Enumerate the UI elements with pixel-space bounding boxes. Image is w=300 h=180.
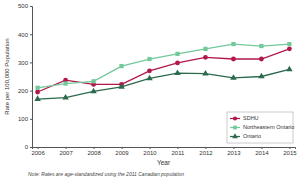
x-tick-mark [66,147,67,149]
y-tick: 200 [18,88,32,94]
point [287,42,291,46]
point [175,52,179,56]
x-tick: 2010 [143,147,157,156]
legend-marker [233,116,237,120]
chart: 0 100 200 300 400 500 2006 2007 2008 2009 2010 2011… [0,0,300,180]
point [231,57,236,62]
series-line [38,44,290,88]
x-tick: 2006 [31,147,45,156]
x-tick: 2014 [255,147,269,156]
y-tick-mark [30,147,32,148]
legend-label: SDHU [243,115,259,121]
x-axis: 2006 2007 2008 2009 2010 2011 2012 2013 2014 2015 [31,147,297,156]
x-tick: 2015 [283,147,297,156]
x-tick: 2013 [227,147,241,156]
x-tick: 2008 [87,147,101,156]
point [147,68,152,73]
x-tick: 2011 [172,147,186,156]
point [63,81,67,85]
x-tick-mark [122,147,123,149]
series-line [38,69,290,99]
y-tick-label: 500 [18,3,29,9]
point [90,88,96,94]
point [34,95,40,101]
legend-label: Northeastern Ontario [243,124,294,130]
point [259,57,264,62]
point [231,42,235,46]
point [147,57,151,61]
x-tick: 2007 [59,147,73,156]
x-tick-label: 2012 [199,150,213,156]
y-tick: 400 [18,32,32,38]
y-tick-label: 100 [18,116,29,122]
y-tick: 500 [18,3,32,9]
point [146,75,152,81]
point [118,83,124,89]
x-tick-mark [233,147,234,149]
point [119,64,123,68]
x-tick-mark [38,147,39,149]
y-tick-mark [30,34,32,35]
x-tick-label: 2008 [87,150,101,156]
x-tick-mark [205,147,206,149]
point [35,86,39,90]
y-tick-label: 400 [18,32,29,38]
y-axis-title: Rate per 100,000 Population [4,38,10,114]
point [91,79,95,83]
x-tick-label: 2006 [31,150,45,156]
x-tick-mark [289,147,290,149]
x-tick-label: 2011 [172,150,186,156]
note: Note: Rates are age-standardized using t… [28,171,184,177]
point [174,69,180,75]
point [203,55,208,60]
y-tick-mark [30,91,32,92]
series [35,46,292,94]
x-tick-label: 2007 [59,150,73,156]
point [202,70,208,76]
y-tick-mark [30,119,32,120]
y-tick-mark [30,62,32,63]
x-tick: 2009 [115,147,129,156]
plot: 0 100 200 300 400 500 2006 2007 2008 2009 2010 2011… [18,3,297,156]
point [230,74,236,80]
x-tick-label: 2013 [227,150,241,156]
y-tick: 300 [18,60,32,66]
x-tick-mark [177,147,178,149]
y-tick-label: 0 [25,144,29,150]
series-line [38,49,290,92]
y-axis-line [30,7,33,148]
x-tick-label: 2009 [115,150,129,156]
point [203,47,207,51]
legend-marker [233,126,237,130]
x-tick-mark [150,147,151,149]
x-tick-mark [94,147,95,149]
point [259,44,263,48]
series-layer [34,42,292,101]
point [175,61,180,66]
y-tick-label: 300 [18,60,29,66]
series [34,66,292,101]
x-tick-mark [261,147,262,149]
x-tick-label: 2010 [143,150,157,156]
point [286,66,292,72]
y-tick-label: 200 [18,88,29,94]
x-tick-label: 2015 [283,150,297,156]
point [287,46,292,51]
x-tick-label: 2014 [255,150,269,156]
y-axis: 0 100 200 300 400 500 [18,3,33,150]
x-tick: 2012 [199,147,213,156]
legend: SDHU Northeastern Ontario Ontario [227,112,294,143]
series [35,42,291,90]
x-axis-title: Year [157,159,171,166]
legend-marker [232,133,238,138]
point [258,73,264,79]
point [35,90,40,95]
legend-label: Ontario [243,133,261,139]
x-axis-line [33,148,296,150]
y-tick-mark [30,6,32,7]
y-tick: 100 [18,116,32,122]
point [62,94,68,100]
